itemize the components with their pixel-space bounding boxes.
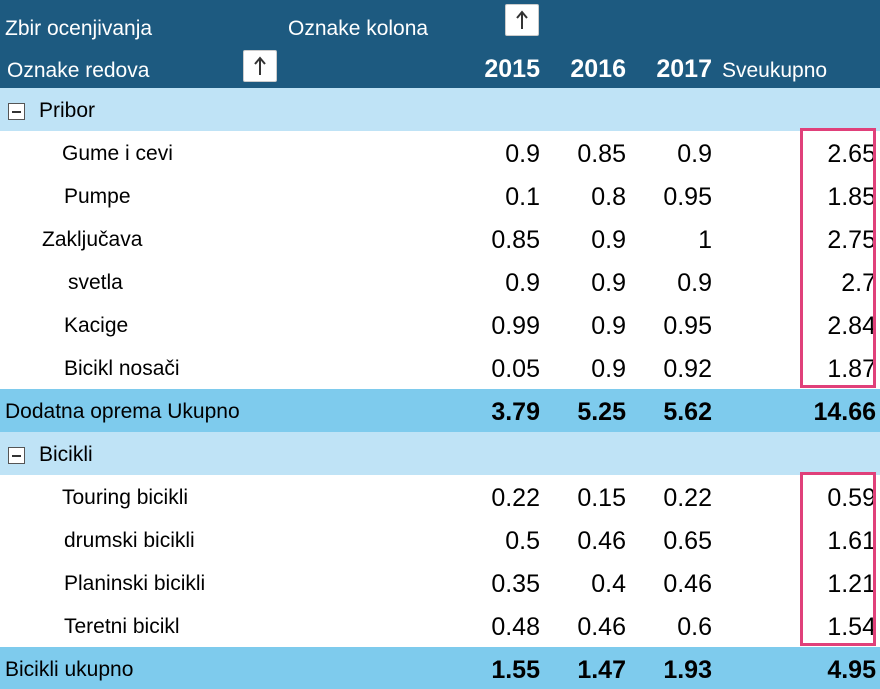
row-total: 1.61 — [827, 527, 876, 555]
row-total: 1.87 — [827, 355, 876, 383]
cell-value: 0.95 — [663, 312, 712, 340]
cell-value: 0.9 — [591, 355, 626, 383]
cell-value: 0.9 — [505, 140, 540, 168]
row-label: Planinski bicikli — [64, 572, 206, 595]
value-label: Zbir ocenjivanja — [5, 17, 153, 40]
cell-value: 0.46 — [663, 570, 712, 598]
year-header: 2016 — [570, 55, 626, 83]
data-row: Gume i cevi 0.9 0.85 0.9 2.65 — [0, 131, 880, 174]
collapse-toggle[interactable] — [8, 103, 25, 120]
total-highlight — [800, 472, 876, 646]
row-label: Bicikl nosači — [64, 357, 180, 380]
data-row: svetla 0.9 0.9 0.9 2.7 — [0, 260, 880, 303]
cell-value: 0.22 — [491, 484, 540, 512]
data-row: Kacige 0.99 0.9 0.95 2.84 — [0, 303, 880, 346]
row-total: 2.75 — [827, 226, 876, 254]
cell-value: 0.85 — [491, 226, 540, 254]
row-label: Gume i cevi — [62, 142, 173, 165]
row-label: Zaključava — [42, 228, 143, 251]
cell-value: 0.9 — [505, 269, 540, 297]
cell-value: 0.1 — [505, 183, 540, 211]
group-label: Bicikli — [39, 443, 93, 466]
grand-total-label: Sveukupno — [722, 59, 828, 82]
group-row: Pribor — [0, 88, 880, 131]
data-row: Zaključava 0.85 0.9 1 2.75 — [0, 217, 880, 260]
data-row: Touring bicikli 0.22 0.15 0.22 0.59 — [0, 475, 880, 518]
data-row: Teretni bicikl 0.48 0.46 0.6 1.54 — [0, 604, 880, 647]
subtotal-total: 4.95 — [827, 656, 876, 684]
header: Zbir ocenjivanja Oznake kolona Oznake re… — [0, 0, 880, 88]
subtotal-value: 1.47 — [577, 656, 626, 684]
data-row: Planinski bicikli 0.35 0.4 0.46 1.21 — [0, 561, 880, 604]
row-label: Teretni bicikl — [64, 615, 180, 638]
subtotal-value: 1.93 — [663, 656, 712, 684]
cell-value: 0.8 — [591, 183, 626, 211]
cell-value: 0.85 — [577, 140, 626, 168]
cell-value: 0.15 — [577, 484, 626, 512]
column-sort-button[interactable] — [505, 4, 539, 36]
cell-value: 0.48 — [491, 613, 540, 641]
collapse-toggle[interactable] — [8, 447, 25, 464]
row-total: 1.85 — [827, 183, 876, 211]
subtotal-total: 14.66 — [813, 398, 876, 426]
subtotal-row: Dodatna oprema Ukupno 3.79 5.25 5.62 14.66 — [0, 389, 880, 432]
cell-value: 0.95 — [663, 183, 712, 211]
row-sort-button[interactable] — [243, 50, 277, 82]
row-total: 0.59 — [827, 484, 876, 512]
data-row: drumski bicikli 0.5 0.46 0.65 1.61 — [0, 518, 880, 561]
sort-arrow — [254, 56, 266, 75]
year-header: 2015 — [484, 55, 540, 83]
column-labels: Oznake kolona — [288, 17, 429, 40]
subtotal-value: 3.79 — [491, 398, 540, 426]
row-labels: Oznake redova — [7, 59, 150, 82]
row-label: drumski bicikli — [64, 529, 195, 552]
cell-value: 0.9 — [591, 226, 626, 254]
cell-value: 0.9 — [677, 269, 712, 297]
cell-value: 0.5 — [505, 527, 540, 555]
subtotal-value: 5.25 — [577, 398, 626, 426]
cell-value: 0.92 — [663, 355, 712, 383]
cell-value: 0.05 — [491, 355, 540, 383]
row-total: 1.21 — [827, 570, 876, 598]
subtotal-label: Bicikli ukupno — [5, 658, 134, 681]
total-highlight — [800, 128, 876, 388]
cell-value: 0.46 — [577, 613, 626, 641]
sort-arrow — [516, 10, 528, 29]
cell-value: 0.4 — [591, 570, 626, 598]
subtotal-value: 5.62 — [663, 398, 712, 426]
data-row: Pumpe 0.1 0.8 0.95 1.85 — [0, 174, 880, 217]
group-row: Bicikli — [0, 432, 880, 475]
row-total: 1.54 — [827, 613, 876, 641]
cell-value: 0.46 — [577, 527, 626, 555]
cell-value: 0.99 — [491, 312, 540, 340]
row-label: Touring bicikli — [62, 486, 189, 509]
year-header: 2017 — [656, 55, 712, 83]
subtotal-value: 1.55 — [491, 656, 540, 684]
cell-value: 0.22 — [663, 484, 712, 512]
cell-value: 0.35 — [491, 570, 540, 598]
cell-value: 0.9 — [591, 269, 626, 297]
subtotal-row: Bicikli ukupno 1.55 1.47 1.93 4.95 — [0, 647, 880, 689]
row-label: Kacige — [64, 314, 129, 337]
row-label: svetla — [68, 271, 123, 294]
row-label: Pumpe — [64, 185, 131, 208]
cell-value: 0.9 — [591, 312, 626, 340]
subtotal-label: Dodatna oprema Ukupno — [5, 400, 240, 423]
cell-value: 0.65 — [663, 527, 712, 555]
row-total: 2.7 — [841, 269, 876, 297]
row-total: 2.84 — [827, 312, 876, 340]
cell-value: 0.6 — [677, 613, 712, 641]
row-total: 2.65 — [827, 140, 876, 168]
data-row: Bicikl nosači 0.05 0.9 0.92 1.87 — [0, 346, 880, 389]
cell-value: 0.9 — [677, 140, 712, 168]
cell-value: 1 — [698, 226, 712, 254]
group-label: Pribor — [39, 99, 96, 122]
